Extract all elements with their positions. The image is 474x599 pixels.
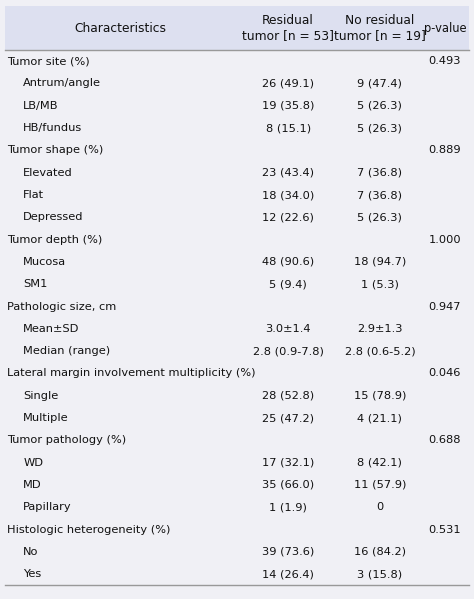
Text: MD: MD [23,480,42,490]
Text: 2.9±1.3: 2.9±1.3 [357,324,402,334]
Text: 0.531: 0.531 [428,525,461,535]
Text: 39 (73.6): 39 (73.6) [262,547,314,557]
Text: 0.889: 0.889 [428,146,461,155]
Text: 9 (47.4): 9 (47.4) [357,78,402,89]
Text: 48 (90.6): 48 (90.6) [262,257,314,267]
Text: 19 (35.8): 19 (35.8) [262,101,314,111]
Text: Mean±SD: Mean±SD [23,324,80,334]
Text: 4 (21.1): 4 (21.1) [357,413,402,423]
Text: 1.000: 1.000 [428,235,461,244]
Text: Papillary: Papillary [23,503,72,512]
Text: Characteristics: Characteristics [75,22,167,35]
Text: 8 (15.1): 8 (15.1) [265,123,310,133]
Text: 18 (34.0): 18 (34.0) [262,190,314,200]
Text: 28 (52.8): 28 (52.8) [262,391,314,401]
Text: Median (range): Median (range) [23,346,110,356]
FancyBboxPatch shape [5,6,469,50]
Text: 7 (36.8): 7 (36.8) [357,168,402,178]
Text: 1 (5.3): 1 (5.3) [361,279,399,289]
Text: 0.688: 0.688 [428,435,461,446]
Text: 0: 0 [376,503,383,512]
Text: 0.493: 0.493 [428,56,461,66]
Text: Single: Single [23,391,59,401]
Text: 23 (43.4): 23 (43.4) [262,168,314,178]
Text: 2.8 (0.9-7.8): 2.8 (0.9-7.8) [253,346,324,356]
Text: 18 (94.7): 18 (94.7) [354,257,406,267]
Text: 12 (22.6): 12 (22.6) [262,212,314,222]
Text: 0.947: 0.947 [428,301,461,311]
Text: 5 (26.3): 5 (26.3) [357,212,402,222]
Text: Antrum/angle: Antrum/angle [23,78,101,89]
Text: Elevated: Elevated [23,168,73,178]
Text: Tumor shape (%): Tumor shape (%) [7,146,103,155]
Text: LB/MB: LB/MB [23,101,59,111]
Text: 17 (32.1): 17 (32.1) [262,458,314,468]
Text: Tumor depth (%): Tumor depth (%) [7,235,102,244]
Text: 5 (9.4): 5 (9.4) [269,279,307,289]
Text: Flat: Flat [23,190,45,200]
Text: p-value: p-value [424,22,466,35]
Text: 0.046: 0.046 [428,368,461,379]
Text: 35 (66.0): 35 (66.0) [262,480,314,490]
Text: Residual
tumor [n = 53]: Residual tumor [n = 53] [242,14,334,43]
Text: Tumor pathology (%): Tumor pathology (%) [7,435,126,446]
Text: No residual
tumor [n = 19]: No residual tumor [n = 19] [334,14,426,43]
Text: 7 (36.8): 7 (36.8) [357,190,402,200]
Text: 11 (57.9): 11 (57.9) [354,480,406,490]
Text: Depressed: Depressed [23,212,84,222]
Text: HB/fundus: HB/fundus [23,123,82,133]
Text: Yes: Yes [23,569,42,579]
Text: 25 (47.2): 25 (47.2) [262,413,314,423]
Text: 8 (42.1): 8 (42.1) [357,458,402,468]
Text: Pathologic size, cm: Pathologic size, cm [7,301,116,311]
Text: 3 (15.8): 3 (15.8) [357,569,402,579]
Text: Tumor site (%): Tumor site (%) [7,56,89,66]
Text: 26 (49.1): 26 (49.1) [262,78,314,89]
Text: SM1: SM1 [23,279,48,289]
Text: Multiple: Multiple [23,413,69,423]
Text: 5 (26.3): 5 (26.3) [357,123,402,133]
Text: WD: WD [23,458,43,468]
Text: No: No [23,547,39,557]
Text: 16 (84.2): 16 (84.2) [354,547,406,557]
Text: Histologic heterogeneity (%): Histologic heterogeneity (%) [7,525,170,535]
Text: 14 (26.4): 14 (26.4) [262,569,314,579]
Text: 5 (26.3): 5 (26.3) [357,101,402,111]
Text: 2.8 (0.6-5.2): 2.8 (0.6-5.2) [345,346,415,356]
Text: Lateral margin involvement multiplicity (%): Lateral margin involvement multiplicity … [7,368,255,379]
Text: 3.0±1.4: 3.0±1.4 [265,324,311,334]
Text: 1 (1.9): 1 (1.9) [269,503,307,512]
Text: 15 (78.9): 15 (78.9) [354,391,406,401]
Text: Mucosa: Mucosa [23,257,66,267]
